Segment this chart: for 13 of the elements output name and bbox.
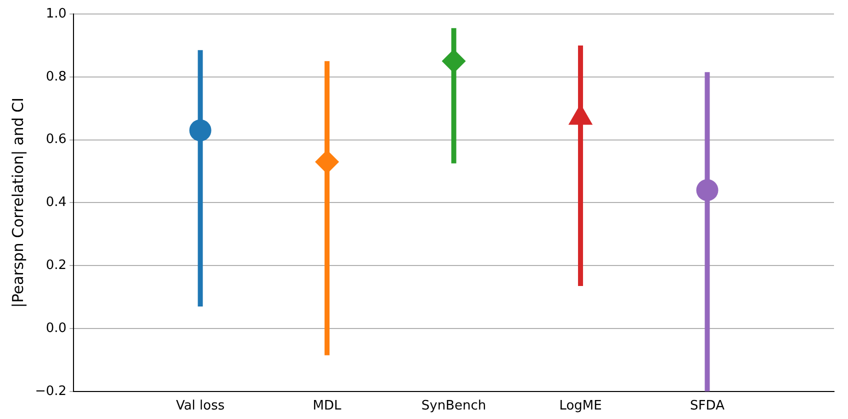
y-axis-title: |Pearspn Correlation| and CI	[8, 98, 27, 308]
x-tick-label: Val loss	[176, 398, 225, 414]
x-tick-label: MDL	[312, 398, 342, 414]
y-tick-label: 0.8	[46, 69, 67, 84]
x-tick-label: LogME	[559, 398, 602, 414]
y-tick-label: 0.4	[46, 195, 67, 210]
y-tick-label: −0.2	[34, 384, 67, 399]
y-tick-label: 0.6	[46, 132, 67, 148]
y-tick-label: 0.0	[46, 320, 67, 336]
y-tick-label: 1.0	[46, 6, 67, 22]
x-tick-label: SynBench	[421, 398, 486, 414]
x-tick-label: SFDA	[690, 398, 725, 414]
y-tick-label: 0.2	[46, 258, 67, 273]
